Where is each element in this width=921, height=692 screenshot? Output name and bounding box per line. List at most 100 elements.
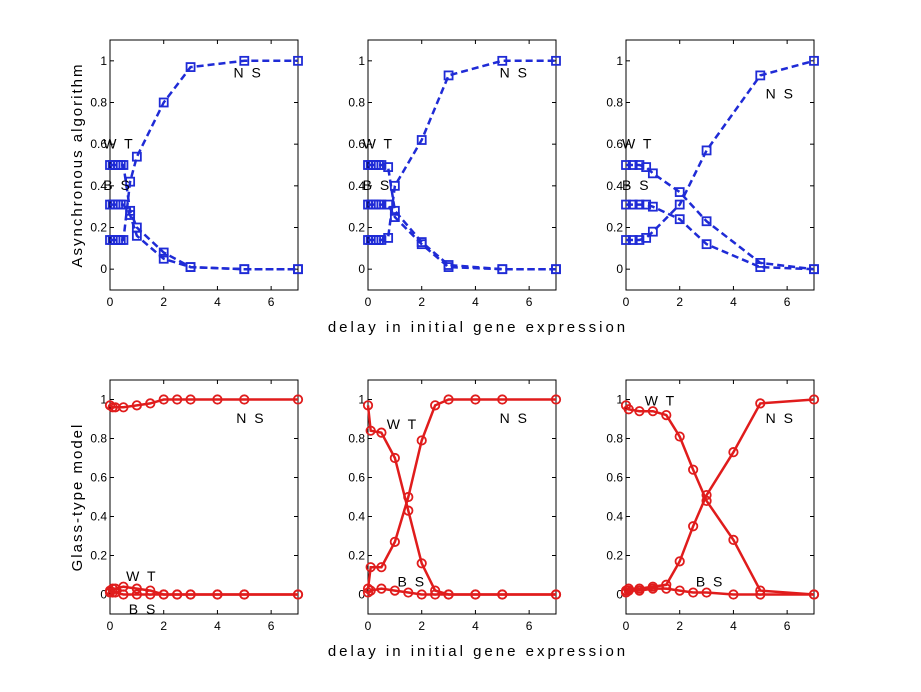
data-point <box>674 556 685 567</box>
data-point <box>118 589 129 600</box>
axes-frame <box>367 379 557 615</box>
x-tick-label: 2 <box>676 619 683 633</box>
y-tick-label: 1 <box>358 393 365 407</box>
series-r1-c0-2 <box>104 587 304 600</box>
data-point <box>688 587 699 598</box>
data-point <box>497 394 508 405</box>
x-tick-label: 2 <box>418 619 425 633</box>
y-tick-label: 0.8 <box>606 432 623 446</box>
x-tick-label: 6 <box>784 295 791 309</box>
y-tick-label: 0.4 <box>606 510 623 524</box>
data-point <box>292 589 304 600</box>
data-point <box>158 394 169 405</box>
data-point <box>292 394 304 405</box>
data-point <box>701 489 712 501</box>
data-point <box>647 226 658 237</box>
x-tick-label: 4 <box>730 619 737 633</box>
series-r0-c2-0 <box>621 55 819 245</box>
data-point <box>293 55 303 66</box>
annotation-wt: W T <box>126 568 157 584</box>
data-point <box>118 402 129 413</box>
data-point <box>389 212 400 222</box>
data-point <box>701 216 712 227</box>
x-tick-label: 6 <box>526 295 533 309</box>
annotation-bs: B S <box>103 177 132 193</box>
data-point <box>623 404 634 415</box>
y-tick-label: 0 <box>100 262 107 276</box>
annotation-bs: B S <box>622 177 651 193</box>
data-point <box>674 214 685 225</box>
x-tick-label: 2 <box>160 619 167 633</box>
data-point <box>674 187 685 197</box>
data-point <box>365 562 376 573</box>
x-tick-label: 4 <box>472 295 479 309</box>
annotation-ns: N S <box>500 65 529 81</box>
data-point <box>185 62 196 72</box>
y-tick-label: 0.8 <box>90 96 107 110</box>
data-point <box>661 409 672 421</box>
annotation-ns: N S <box>500 410 529 426</box>
y-tick-label: 0.2 <box>348 221 365 235</box>
data-point <box>430 589 441 600</box>
x-tick-label: 4 <box>472 619 479 633</box>
data-point <box>808 394 820 405</box>
annotation-wt: W T <box>387 416 418 432</box>
y-tick-label: 0.8 <box>606 96 623 110</box>
y-tick-label: 0.4 <box>348 510 365 524</box>
row-1-ylabel: Glass-type model <box>69 423 86 572</box>
data-point <box>808 589 820 600</box>
series-r0-c1-0 <box>363 55 561 245</box>
y-tick-label: 0.4 <box>90 179 107 193</box>
annotation-wt: W T <box>103 135 134 151</box>
data-point <box>497 589 508 600</box>
y-tick-label: 0.4 <box>606 179 623 193</box>
data-point <box>497 264 508 275</box>
data-point <box>172 394 183 405</box>
series-r1-c0-0 <box>104 394 304 413</box>
data-point <box>755 70 766 81</box>
y-tick-label: 0.2 <box>90 221 107 235</box>
axes-frame <box>109 379 299 615</box>
series-r0-c0-2 <box>105 199 303 275</box>
panel-r0-c0: 0 2 4 6 0 0.2 0.4 0.6 0.8 1 N S W T B S <box>90 39 303 309</box>
x-tick-label: 6 <box>268 619 275 633</box>
series-line <box>366 405 556 596</box>
row-0-ylabel: Asynchronous algorithm <box>69 63 86 268</box>
data-point <box>755 262 766 272</box>
panel-r1-c0: 0 2 4 6 0 0.2 0.4 0.6 0.8 1 N S W T B S <box>90 379 304 633</box>
data-point <box>728 447 739 458</box>
data-point <box>688 521 699 532</box>
data-point <box>497 55 508 66</box>
y-tick-label: 1 <box>616 393 623 407</box>
data-point <box>443 70 454 81</box>
data-point <box>416 239 427 250</box>
data-point <box>125 210 136 220</box>
x-tick-label: 4 <box>214 619 221 633</box>
data-point <box>550 394 562 405</box>
data-point <box>145 589 156 600</box>
data-point <box>627 160 638 170</box>
data-point <box>621 160 631 170</box>
series-r0-c1-2 <box>363 199 561 275</box>
x-tick-label: 0 <box>623 619 630 633</box>
data-point <box>131 151 142 162</box>
annotation-ns: N S <box>766 410 795 426</box>
data-point <box>674 585 685 596</box>
axes-frame <box>625 39 815 291</box>
data-point <box>145 398 156 409</box>
y-tick-label: 0.6 <box>348 471 365 485</box>
x-tick-label: 0 <box>623 295 630 309</box>
data-point <box>809 264 819 275</box>
series-line <box>110 59 298 242</box>
series-r0-c1-1 <box>363 160 561 275</box>
data-point <box>627 199 638 210</box>
data-point <box>158 253 169 264</box>
panel-r0-c2: 0 2 4 6 0 0.2 0.4 0.6 0.8 1 N S W T B S <box>606 39 819 309</box>
y-tick-label: 0 <box>358 588 365 602</box>
x-tick-label: 6 <box>784 619 791 633</box>
data-point <box>185 262 196 272</box>
data-point <box>623 585 634 596</box>
y-tick-label: 0.6 <box>606 137 623 151</box>
data-point <box>755 398 766 409</box>
